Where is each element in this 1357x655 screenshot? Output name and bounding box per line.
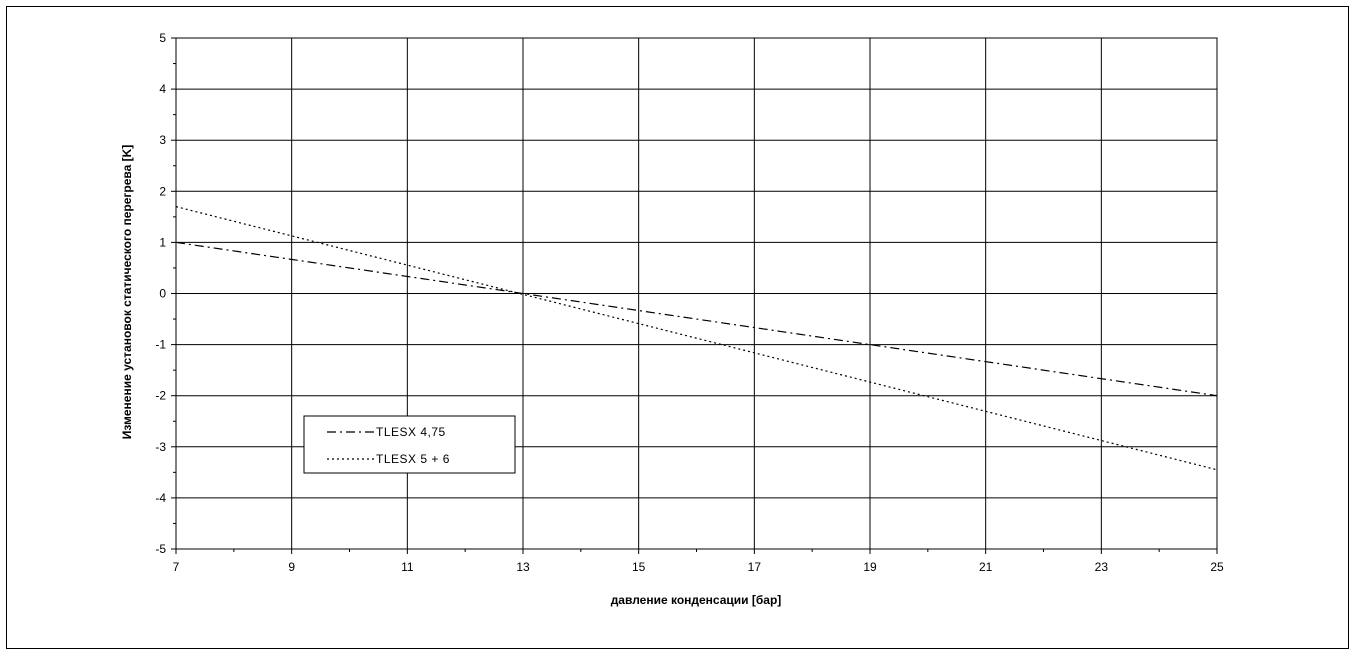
y-tick-label: 5 xyxy=(159,31,166,45)
y-tick-label: -4 xyxy=(155,491,166,505)
x-tick-label: 13 xyxy=(516,560,530,574)
x-tick-label: 15 xyxy=(632,560,646,574)
x-tick-label: 17 xyxy=(748,560,762,574)
legend-label-series-1: TLESX 4,75 xyxy=(376,425,446,439)
x-tick-label: 25 xyxy=(1210,560,1224,574)
x-axis-label: давление конденсации [бар] xyxy=(611,593,782,607)
x-tick-label: 21 xyxy=(979,560,993,574)
y-axis-label: Изменение установок статического перегре… xyxy=(120,145,134,440)
y-tick-label: -2 xyxy=(155,389,166,403)
y-tick-label: -1 xyxy=(155,338,166,352)
x-tick-label: 11 xyxy=(401,560,414,574)
y-axis-ticks: 5 4 3 2 1 0 -1 -2 -3 -4 -5 xyxy=(155,31,176,556)
legend-label-series-2: TLESX 5 + 6 xyxy=(376,452,450,466)
x-tick-label: 23 xyxy=(1095,560,1109,574)
series xyxy=(175,206,1218,471)
y-tick-label: 0 xyxy=(159,287,166,301)
y-tick-label: 3 xyxy=(159,133,166,147)
x-tick-label: 19 xyxy=(863,560,877,574)
y-tick-label: 2 xyxy=(159,184,166,198)
series-line-1 xyxy=(175,241,1218,397)
series-line-2 xyxy=(175,206,1218,471)
y-tick-label: -5 xyxy=(155,542,166,556)
y-tick-label: 4 xyxy=(159,82,166,96)
y-tick-label: -3 xyxy=(155,440,166,454)
y-tick-label: 1 xyxy=(159,235,166,249)
legend: TLESX 4,75 TLESX 5 + 6 xyxy=(303,415,516,474)
x-tick-label: 9 xyxy=(288,560,295,574)
x-tick-label: 7 xyxy=(173,560,180,574)
legend-box xyxy=(303,415,516,474)
chart-frame xyxy=(6,6,1349,649)
x-axis-ticks: 7 9 11 13 15 17 19 21 23 25 xyxy=(173,549,1224,574)
